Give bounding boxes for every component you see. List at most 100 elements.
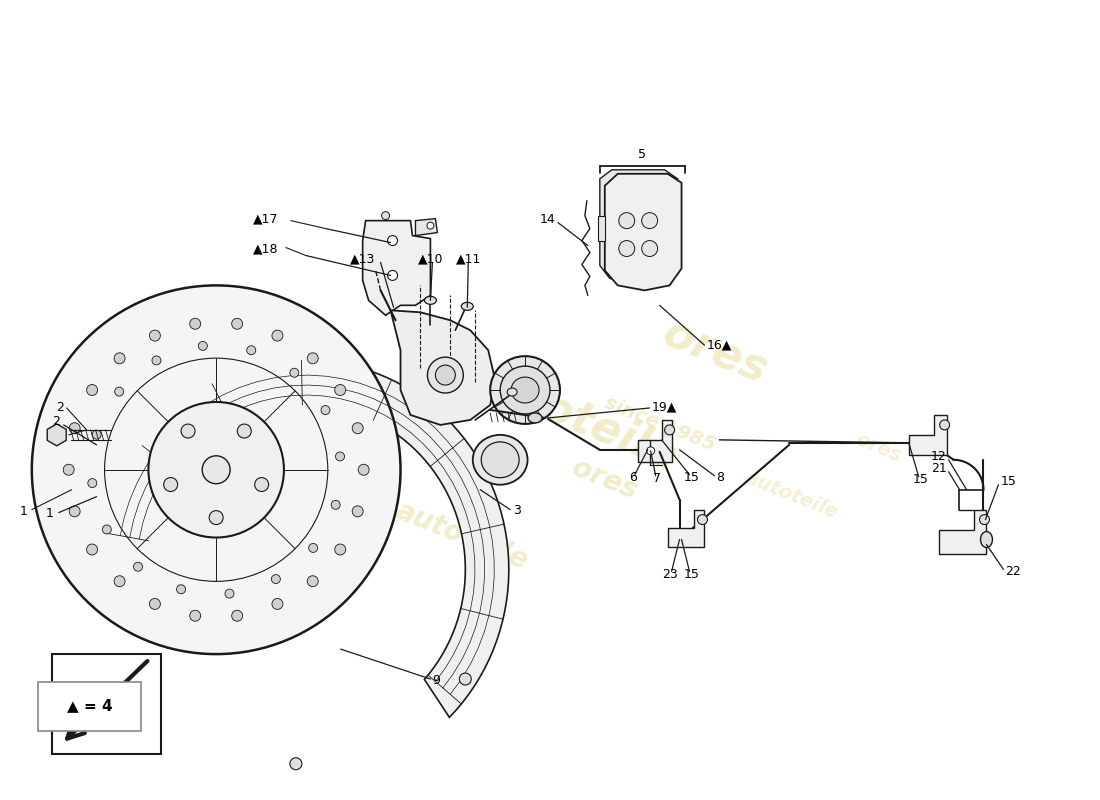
Circle shape xyxy=(177,585,186,594)
Circle shape xyxy=(352,506,363,517)
Circle shape xyxy=(272,330,283,341)
Text: ▲17: ▲17 xyxy=(253,212,279,225)
Circle shape xyxy=(92,430,101,439)
Ellipse shape xyxy=(491,356,560,424)
Circle shape xyxy=(664,425,674,435)
Text: since 1985: since 1985 xyxy=(602,393,718,455)
Circle shape xyxy=(641,241,658,257)
Text: 14: 14 xyxy=(539,213,556,226)
Text: ▲ = 4: ▲ = 4 xyxy=(67,698,112,714)
Circle shape xyxy=(641,213,658,229)
Circle shape xyxy=(182,424,195,438)
Polygon shape xyxy=(938,510,987,554)
Circle shape xyxy=(321,406,330,414)
Text: ores: ores xyxy=(568,454,641,506)
Text: ▲10: ▲10 xyxy=(418,252,443,265)
Text: autoteile: autoteile xyxy=(392,496,532,575)
Circle shape xyxy=(88,478,97,487)
Circle shape xyxy=(382,212,389,220)
Text: 2: 2 xyxy=(52,415,59,429)
Polygon shape xyxy=(363,221,430,315)
Ellipse shape xyxy=(980,531,992,547)
Circle shape xyxy=(69,506,80,517)
Text: 5: 5 xyxy=(638,148,646,162)
Circle shape xyxy=(246,346,255,354)
Ellipse shape xyxy=(528,413,542,423)
Ellipse shape xyxy=(512,377,539,403)
Circle shape xyxy=(352,422,363,434)
Circle shape xyxy=(331,500,340,510)
Text: autoteile: autoteile xyxy=(460,354,684,478)
Circle shape xyxy=(255,478,268,491)
Polygon shape xyxy=(597,216,605,241)
Circle shape xyxy=(307,353,318,364)
Polygon shape xyxy=(600,170,678,285)
Text: autoteile: autoteile xyxy=(741,468,840,523)
Circle shape xyxy=(164,478,177,491)
Circle shape xyxy=(387,270,397,281)
Circle shape xyxy=(87,385,98,395)
Circle shape xyxy=(232,610,243,622)
Text: 23: 23 xyxy=(662,568,678,581)
Polygon shape xyxy=(668,510,704,547)
Text: 1: 1 xyxy=(20,505,28,518)
Circle shape xyxy=(428,357,463,393)
Circle shape xyxy=(198,342,207,350)
Polygon shape xyxy=(909,415,947,455)
Circle shape xyxy=(460,673,471,685)
Circle shape xyxy=(87,544,98,555)
Circle shape xyxy=(272,574,280,583)
Circle shape xyxy=(69,422,80,434)
Ellipse shape xyxy=(481,442,519,478)
Ellipse shape xyxy=(500,366,550,414)
Circle shape xyxy=(209,510,223,525)
Text: ores: ores xyxy=(854,430,904,466)
Text: 8: 8 xyxy=(716,471,725,484)
Text: ores: ores xyxy=(656,312,773,393)
Circle shape xyxy=(152,356,161,365)
Circle shape xyxy=(289,368,299,378)
Text: 1: 1 xyxy=(46,507,54,520)
Text: ▲13: ▲13 xyxy=(350,252,375,265)
Text: 15: 15 xyxy=(913,474,928,486)
Circle shape xyxy=(647,447,654,455)
Circle shape xyxy=(427,222,433,229)
Circle shape xyxy=(307,576,318,586)
Circle shape xyxy=(336,452,344,461)
Polygon shape xyxy=(103,360,509,718)
Circle shape xyxy=(387,235,397,246)
Circle shape xyxy=(189,610,200,622)
Circle shape xyxy=(114,576,125,586)
Text: 12: 12 xyxy=(931,450,947,463)
Text: 7: 7 xyxy=(652,472,661,486)
Circle shape xyxy=(232,318,243,330)
Ellipse shape xyxy=(473,435,528,485)
Text: 21: 21 xyxy=(931,462,947,475)
Polygon shape xyxy=(638,420,672,462)
Circle shape xyxy=(148,402,284,538)
Text: 6: 6 xyxy=(629,471,637,484)
Polygon shape xyxy=(47,424,66,446)
Circle shape xyxy=(202,456,230,484)
Circle shape xyxy=(334,544,345,555)
Circle shape xyxy=(238,424,251,438)
Text: ▲18: ▲18 xyxy=(253,242,279,255)
Polygon shape xyxy=(390,310,495,425)
Circle shape xyxy=(309,543,318,553)
Text: ▲11: ▲11 xyxy=(455,252,481,265)
Circle shape xyxy=(114,387,123,396)
Ellipse shape xyxy=(507,388,517,396)
Circle shape xyxy=(359,464,370,475)
Polygon shape xyxy=(605,174,682,290)
Text: 15: 15 xyxy=(683,568,700,581)
Circle shape xyxy=(334,385,345,395)
Text: 3: 3 xyxy=(513,504,521,517)
Circle shape xyxy=(63,464,74,475)
Circle shape xyxy=(436,365,455,385)
FancyBboxPatch shape xyxy=(37,682,142,731)
Text: 22: 22 xyxy=(1005,565,1021,578)
Circle shape xyxy=(979,514,990,525)
Text: 16▲: 16▲ xyxy=(706,338,732,352)
Text: 9: 9 xyxy=(432,674,440,686)
Circle shape xyxy=(32,286,400,654)
